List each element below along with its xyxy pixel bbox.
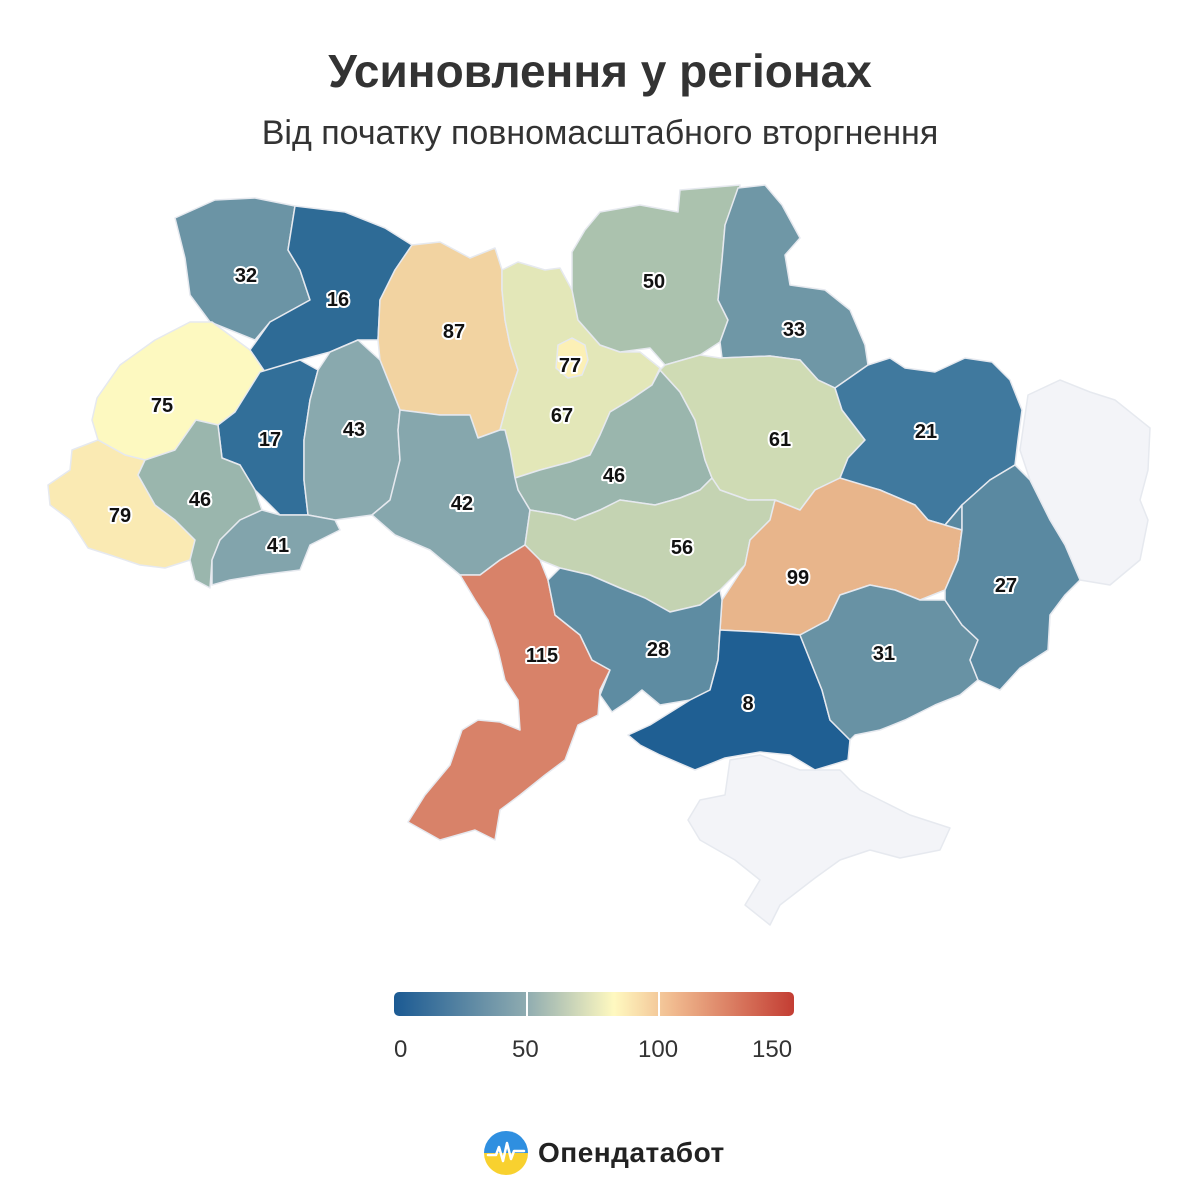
label-donetsk: 27 xyxy=(995,575,1017,597)
label-kyiv-city: 77 xyxy=(559,355,581,377)
legend-tick-100: 100 xyxy=(638,1036,679,1063)
region-no-data-crimea xyxy=(687,754,951,926)
brand[interactable]: Опендатабот xyxy=(484,1130,725,1176)
label-kirovohrad: 56 xyxy=(671,537,693,559)
label-luhansk: 27 xyxy=(995,575,1017,597)
label-poltava: 61 xyxy=(769,429,791,451)
region-donetsk[interactable] xyxy=(944,464,1081,691)
label-zhytomyr: 87 xyxy=(443,321,465,343)
label-odesa: 115 xyxy=(526,645,558,667)
legend-separator xyxy=(658,992,660,1016)
legend-tick-0: 0 xyxy=(394,1036,408,1063)
label-ternopil: 17 xyxy=(259,429,281,451)
label-kherson: 8 xyxy=(742,693,753,715)
label-rivne: 16 xyxy=(327,289,349,311)
label-zakarpattia: 79 xyxy=(109,505,131,527)
label-sumy: 33 xyxy=(783,319,805,341)
map-title: Усиновлення у регіонах xyxy=(328,45,872,97)
label-khmelnytskyi: 43 xyxy=(343,419,365,441)
label-dnipropetrovsk: 99 xyxy=(787,567,809,589)
legend-separator xyxy=(526,992,528,1016)
map-subtitle: Від початку повномасштабного вторгнення xyxy=(261,114,939,152)
label-ivano-frankivsk: 46 xyxy=(189,489,211,511)
region-kyiv-city[interactable] xyxy=(555,337,589,379)
label-kharkiv: 21 xyxy=(915,421,937,443)
label-lviv: 75 xyxy=(151,395,173,417)
opendatabot-logo-icon xyxy=(484,1131,528,1175)
label-kyiv-oblast: 67 xyxy=(551,405,573,427)
label-chernivtsi: 41 xyxy=(267,535,289,557)
label-mykolaiv: 28 xyxy=(647,639,669,661)
region-chernivtsi[interactable] xyxy=(211,509,341,586)
label-zaporizhzhia: 31 xyxy=(873,643,895,665)
legend-tick-50: 50 xyxy=(512,1036,539,1063)
label-vinnytsia: 42 xyxy=(451,493,473,515)
color-scale-legend xyxy=(394,992,794,1016)
label-cherkasy: 46 xyxy=(603,465,625,487)
brand-name: Опендатабот xyxy=(538,1137,725,1168)
label-volyn: 32 xyxy=(235,265,257,287)
legend-tick-150: 150 xyxy=(752,1036,793,1063)
label-chernihiv: 50 xyxy=(643,271,665,293)
